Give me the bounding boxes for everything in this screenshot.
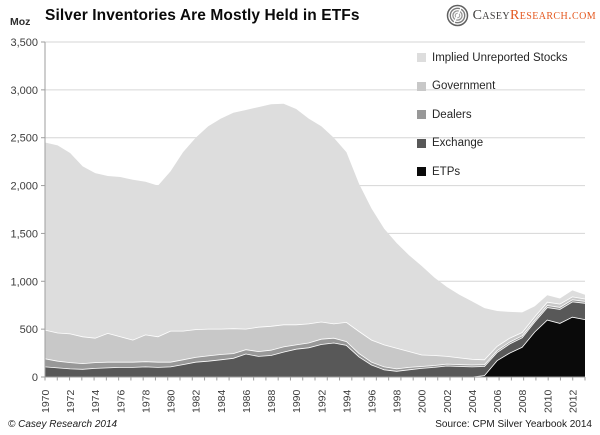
logo-text-research: Research.com xyxy=(510,7,596,23)
y-tick-label: 3,000 xyxy=(10,85,38,97)
x-tick-label: 1972 xyxy=(65,389,77,413)
legend-item-etps: ETPs xyxy=(417,165,568,178)
legend-item-exchange: Exchange xyxy=(417,137,568,150)
x-tick-label: 1970 xyxy=(40,389,52,413)
x-tick-label: 1998 xyxy=(392,389,404,413)
x-tick-label: 2012 xyxy=(567,389,579,413)
x-tick-label: 1994 xyxy=(341,389,353,413)
x-tick-label: 1980 xyxy=(166,389,178,413)
legend-label: Exchange xyxy=(432,137,484,149)
y-tick-label: 2,000 xyxy=(10,181,38,193)
x-tick-label: 2000 xyxy=(417,389,429,413)
source-text: Source: CPM Silver Yearbook 2014 xyxy=(435,419,592,430)
legend-swatch-icon xyxy=(417,53,426,62)
logo-text: CaseyResearch.com xyxy=(473,8,596,24)
area-band-implied-unreported-stocks xyxy=(45,103,585,377)
x-tick-label: 2002 xyxy=(442,389,454,413)
area-band-etps xyxy=(45,317,585,377)
x-tick-label: 1992 xyxy=(316,389,328,413)
chart-title: Silver Inventories Are Mostly Held in ET… xyxy=(45,7,360,24)
x-tick-label: 2004 xyxy=(467,389,479,413)
band-seam xyxy=(44,299,586,370)
legend-swatch-icon xyxy=(417,167,426,176)
logo-spiral-icon xyxy=(446,4,469,27)
x-tick-label: 2006 xyxy=(492,389,504,413)
x-tick-label: 1996 xyxy=(367,389,379,413)
legend-item-implied-unreported-stocks: Implied Unreported Stocks xyxy=(417,51,568,64)
y-tick-label: 1,500 xyxy=(10,228,38,240)
y-tick-label: 3,500 xyxy=(10,37,38,49)
y-tick-label: 0 xyxy=(32,372,38,384)
legend-item-dealers: Dealers xyxy=(417,108,568,121)
x-tick-label: 1990 xyxy=(291,389,303,413)
x-tick-label: 1986 xyxy=(241,389,253,413)
legend-label: ETPs xyxy=(432,165,461,178)
legend-swatch-icon xyxy=(417,138,426,148)
x-tick-label: 1988 xyxy=(266,389,278,413)
y-tick-label: 2,500 xyxy=(10,133,38,145)
band-seam xyxy=(44,296,586,361)
x-tick-label: 1976 xyxy=(115,389,127,413)
legend-swatch-icon xyxy=(417,110,426,119)
x-tick-label: 1974 xyxy=(90,389,102,413)
legend-label: Government xyxy=(432,80,496,92)
logo-text-casey: Casey xyxy=(472,7,511,23)
legend-swatch-icon xyxy=(417,81,426,91)
y-tick-label: 500 xyxy=(20,324,38,336)
legend-item-government: Government xyxy=(417,80,568,93)
band-seam xyxy=(44,301,586,372)
chart-legend: Implied Unreported Stocks Government Deale… xyxy=(417,51,568,194)
copyright-text: © Casey Research 2014 xyxy=(8,419,118,430)
legend-label: Dealers xyxy=(432,108,472,121)
y-tick-label: 1,000 xyxy=(10,276,38,288)
x-tick-label: 1984 xyxy=(216,389,228,413)
legend-label: Implied Unreported Stocks xyxy=(432,51,568,64)
x-tick-label: 2008 xyxy=(517,389,529,413)
x-tick-label: 1978 xyxy=(140,389,152,413)
x-tick-label: 2010 xyxy=(542,389,554,413)
y-axis-unit-label: Moz xyxy=(10,16,31,28)
casey-research-logo: CaseyResearch.com xyxy=(446,4,596,27)
x-tick-label: 1982 xyxy=(191,389,203,413)
